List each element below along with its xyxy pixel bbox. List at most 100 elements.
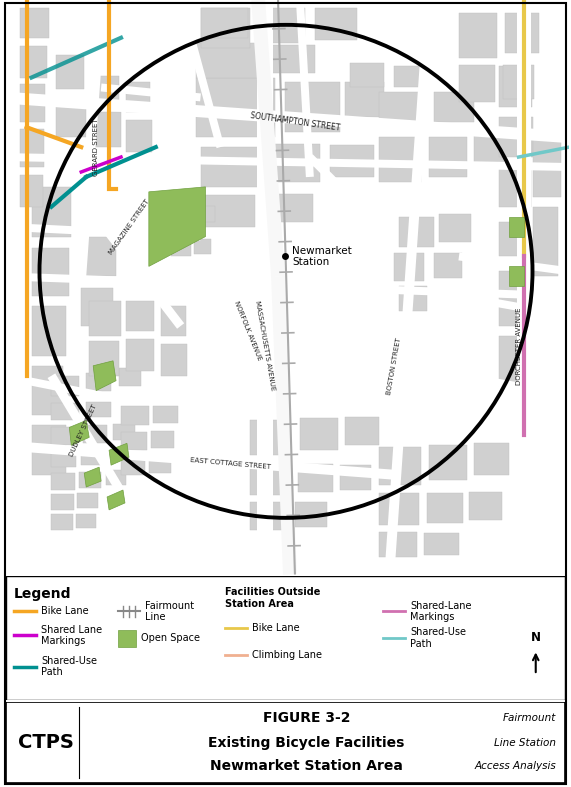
Text: DUDLEY STREET: DUDLEY STREET (69, 404, 98, 457)
Bar (93, 76, 119, 107)
Bar (533, 137, 561, 197)
Text: Climbing Lane: Climbing Lane (252, 650, 323, 660)
Bar (200, 8, 250, 48)
Bar (19, 46, 47, 78)
Bar (505, 13, 540, 53)
Polygon shape (257, 0, 273, 575)
Bar (171, 209, 192, 227)
Bar (270, 144, 320, 182)
Bar (498, 222, 529, 257)
Bar (19, 175, 43, 207)
Text: Shared-Use
Path: Shared-Use Path (411, 627, 467, 649)
Text: N: N (530, 631, 541, 644)
Polygon shape (459, 253, 570, 275)
Bar (121, 405, 149, 426)
Text: Bike Lane: Bike Lane (41, 607, 89, 616)
Bar (395, 253, 424, 281)
Bar (31, 249, 69, 296)
Bar (300, 419, 337, 450)
Bar (151, 431, 174, 449)
Bar (429, 137, 467, 177)
Bar (77, 514, 96, 528)
Polygon shape (307, 154, 382, 230)
Polygon shape (1, 371, 102, 400)
Polygon shape (149, 187, 206, 266)
Text: GERARD STREET: GERARD STREET (93, 118, 99, 176)
Polygon shape (1, 91, 570, 143)
Bar (79, 472, 101, 488)
Text: Legend: Legend (14, 587, 71, 601)
Bar (83, 426, 107, 443)
Bar (200, 147, 260, 187)
Polygon shape (2, 153, 569, 171)
Bar (429, 445, 467, 480)
Bar (469, 492, 502, 520)
Bar (19, 84, 46, 122)
Bar (51, 473, 75, 490)
Bar (340, 465, 372, 490)
Bar (250, 420, 290, 455)
Bar (498, 65, 532, 107)
Bar (195, 205, 215, 222)
Bar (502, 65, 534, 99)
Bar (434, 92, 474, 122)
Polygon shape (47, 373, 144, 527)
Polygon shape (100, 83, 201, 102)
Text: Newmarket
Station: Newmarket Station (292, 246, 352, 268)
Bar (349, 63, 384, 87)
Bar (474, 132, 504, 167)
Polygon shape (459, 412, 570, 439)
Polygon shape (85, 467, 101, 487)
Polygon shape (78, 194, 184, 329)
Text: Newmarket Station Area: Newmarket Station Area (210, 759, 403, 773)
Text: DORCHESTER AVENUE: DORCHESTER AVENUE (516, 307, 521, 385)
Text: Shared Lane
Markings: Shared Lane Markings (41, 625, 103, 646)
Bar (161, 344, 187, 375)
Bar (126, 83, 150, 113)
Polygon shape (271, 276, 297, 575)
Bar (315, 8, 356, 40)
Bar (57, 99, 86, 137)
Text: Facilities Outside
Station Area: Facilities Outside Station Area (225, 587, 320, 609)
Bar (77, 493, 98, 508)
Bar (345, 417, 379, 445)
Bar (250, 502, 285, 530)
Polygon shape (231, 255, 294, 417)
Bar (439, 214, 471, 242)
Bar (459, 65, 494, 102)
Bar (379, 493, 419, 525)
Bar (424, 533, 459, 555)
Text: Fairmount
Line: Fairmount Line (146, 600, 195, 623)
Bar (250, 464, 288, 495)
Bar (19, 8, 50, 38)
Bar (113, 424, 135, 440)
Bar (260, 8, 305, 42)
Bar (89, 301, 121, 336)
Text: Access Analysis: Access Analysis (475, 760, 556, 770)
Polygon shape (2, 272, 569, 300)
Polygon shape (509, 266, 524, 286)
Bar (149, 457, 171, 473)
Polygon shape (69, 420, 89, 445)
Bar (427, 493, 463, 523)
Bar (379, 532, 417, 556)
Bar (86, 401, 111, 417)
Bar (121, 432, 147, 450)
Bar (106, 470, 126, 485)
Bar (498, 272, 526, 326)
Polygon shape (296, 0, 314, 177)
Text: FIGURE 3-2: FIGURE 3-2 (263, 711, 350, 725)
Bar (51, 494, 74, 510)
Bar (51, 427, 77, 445)
Bar (195, 78, 275, 137)
Bar (474, 443, 509, 475)
Text: EAST COTTAGE STREET: EAST COTTAGE STREET (190, 456, 271, 470)
Bar (171, 238, 191, 257)
Bar (459, 13, 497, 57)
Bar (200, 195, 255, 227)
Bar (298, 464, 333, 492)
Text: Shared-Lane
Markings: Shared-Lane Markings (411, 600, 472, 623)
Polygon shape (251, 0, 285, 277)
Bar (126, 339, 154, 371)
Bar (121, 457, 145, 475)
